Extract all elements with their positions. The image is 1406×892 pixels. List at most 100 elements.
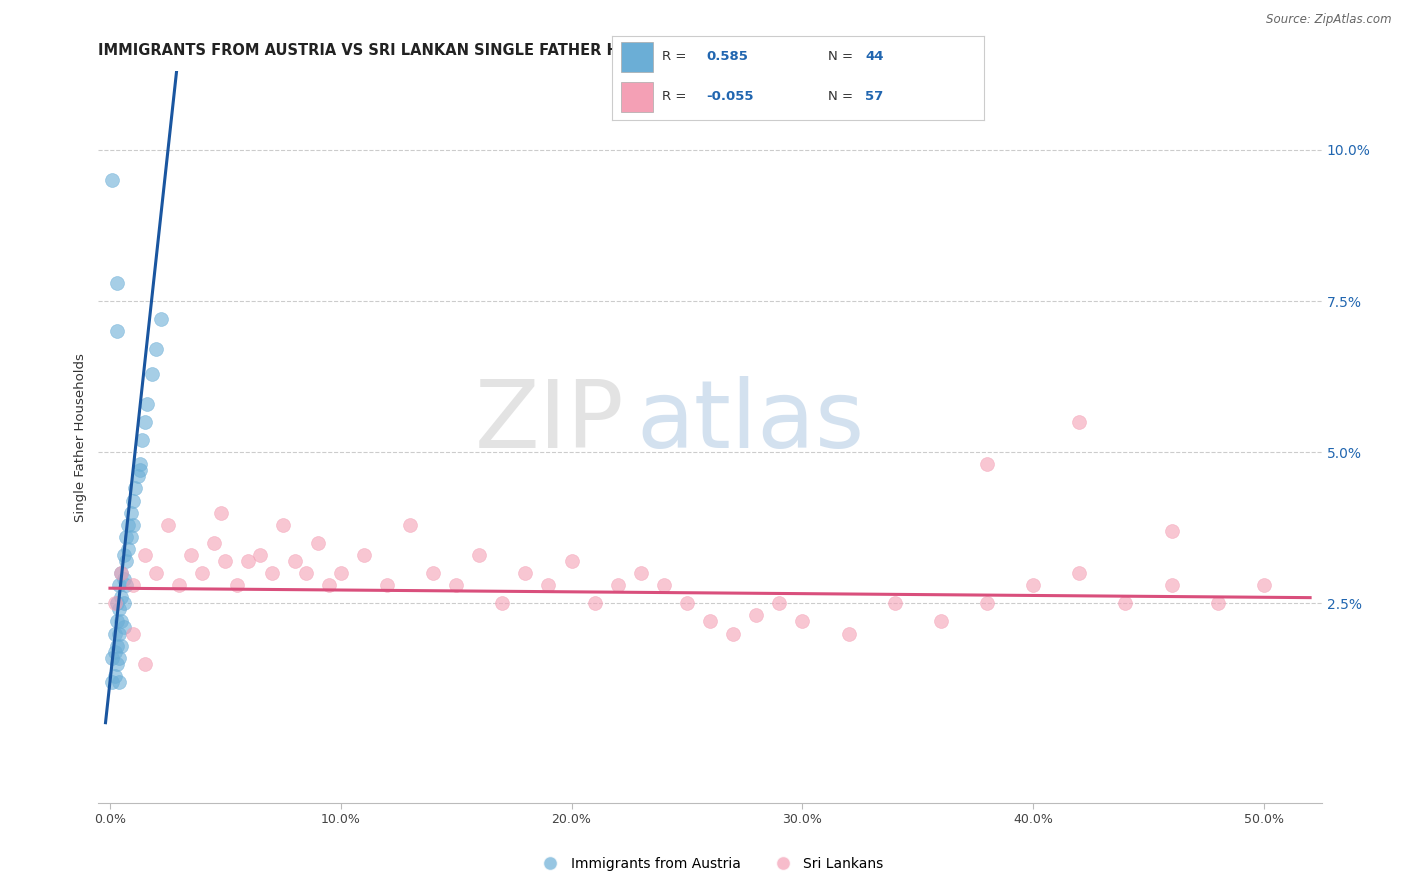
Point (180, 548, 202, 562)
Point (561, 554, 583, 568)
Point (606, 578, 628, 592)
Text: N =: N = (828, 90, 852, 103)
Point (149, 312, 172, 326)
Point (110, 615, 132, 629)
Point (399, 517, 422, 532)
Point (124, 482, 146, 496)
Point (105, 276, 128, 290)
Text: R =: R = (662, 90, 686, 103)
Point (630, 566, 652, 580)
Point (105, 639, 128, 653)
Text: 44: 44 (865, 50, 883, 63)
Point (122, 517, 145, 532)
Point (329, 566, 352, 580)
Legend: Immigrants from Austria, Sri Lankans: Immigrants from Austria, Sri Lankans (531, 851, 889, 876)
Point (145, 566, 167, 580)
Point (110, 591, 132, 605)
Point (271, 517, 294, 532)
Point (115, 530, 138, 544)
Point (375, 578, 398, 592)
Bar (621, 82, 652, 112)
Point (105, 615, 128, 629)
Point (202, 536, 225, 550)
Point (422, 566, 444, 580)
Point (491, 596, 513, 610)
Text: Source: ZipAtlas.com: Source: ZipAtlas.com (1267, 13, 1392, 27)
Point (191, 566, 214, 580)
Point (537, 578, 560, 592)
Point (112, 596, 135, 610)
Point (103, 596, 125, 610)
Point (1206, 596, 1229, 610)
Point (167, 578, 190, 592)
Text: IMMIGRANTS FROM AUSTRIA VS SRI LANKAN SINGLE FATHER HOUSEHOLDS CORRELATION CHART: IMMIGRANTS FROM AUSTRIA VS SRI LANKAN SI… (98, 43, 903, 58)
Point (141, 367, 163, 381)
Point (122, 626, 145, 640)
Point (444, 578, 467, 592)
Point (110, 566, 132, 580)
Point (112, 548, 135, 562)
Point (837, 626, 859, 640)
Point (108, 650, 131, 665)
Point (134, 415, 156, 429)
Point (883, 596, 905, 610)
Point (122, 578, 145, 592)
Point (103, 669, 125, 683)
Point (652, 578, 675, 592)
Point (353, 548, 375, 562)
Point (108, 578, 131, 592)
Point (110, 566, 132, 580)
Point (284, 554, 307, 568)
Point (1022, 578, 1045, 592)
Point (129, 457, 152, 471)
Point (976, 457, 998, 471)
Point (129, 463, 152, 477)
Point (238, 554, 260, 568)
Point (1253, 578, 1275, 592)
Point (1160, 524, 1182, 538)
Point (115, 578, 138, 592)
Point (929, 615, 952, 629)
Point (307, 536, 329, 550)
Point (792, 615, 814, 629)
Point (105, 596, 128, 610)
Point (101, 173, 124, 187)
Point (249, 548, 271, 562)
Point (1069, 566, 1091, 580)
Point (768, 596, 790, 610)
Point (699, 615, 721, 629)
Point (117, 541, 139, 556)
Point (103, 645, 125, 659)
Text: atlas: atlas (637, 376, 865, 468)
Point (515, 566, 537, 580)
Point (468, 548, 491, 562)
Y-axis label: Single Father Households: Single Father Households (75, 352, 87, 522)
Point (122, 493, 145, 508)
Point (108, 602, 131, 616)
Text: N =: N = (828, 50, 852, 63)
Point (112, 572, 135, 586)
Point (745, 608, 768, 623)
Point (120, 530, 142, 544)
Point (1069, 415, 1091, 429)
Text: 57: 57 (865, 90, 883, 103)
Point (117, 517, 139, 532)
Point (101, 674, 124, 689)
Text: 0.585: 0.585 (707, 50, 748, 63)
Text: R =: R = (662, 50, 686, 63)
Point (318, 578, 340, 592)
Point (115, 554, 138, 568)
Point (583, 596, 606, 610)
Text: -0.055: -0.055 (707, 90, 754, 103)
Point (103, 626, 125, 640)
Point (101, 650, 124, 665)
Point (676, 596, 699, 610)
Point (295, 566, 318, 580)
Text: ZIP: ZIP (475, 376, 624, 468)
Point (260, 566, 283, 580)
Point (135, 397, 157, 411)
Point (1160, 578, 1182, 592)
Point (120, 506, 142, 520)
Point (105, 657, 128, 671)
Point (1114, 596, 1136, 610)
